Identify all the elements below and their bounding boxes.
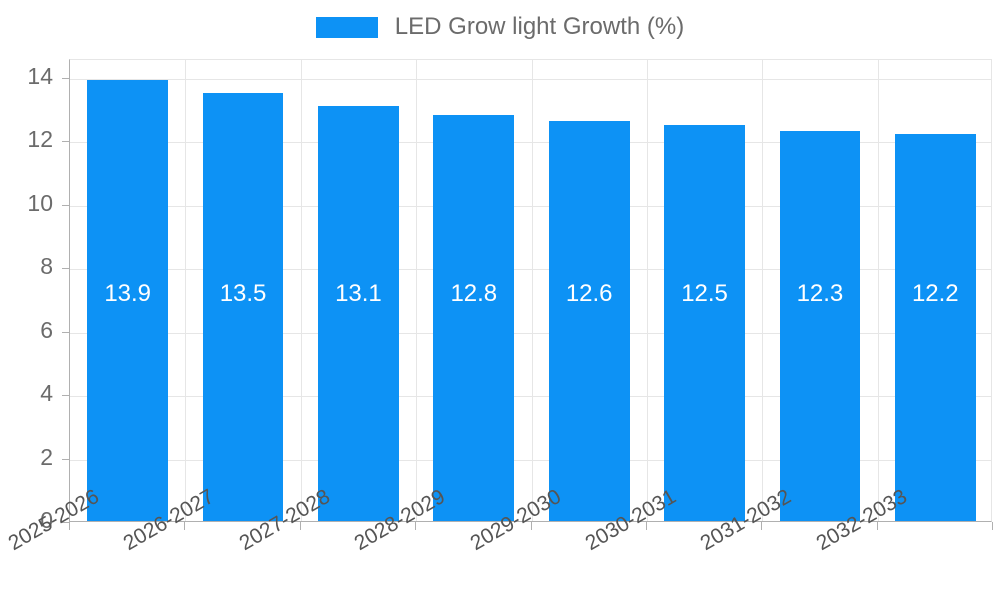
plot-area: 13.9 13.5 13.1 12.8 12.6 12.5 12.3 12.2: [69, 59, 992, 522]
gridlines: [70, 60, 991, 521]
y-axis-tick-label: 10: [27, 189, 53, 216]
gridline-horizontal: [70, 205, 991, 207]
bar[interactable]: 12.6: [548, 121, 630, 521]
x-axis-tick-mark: [761, 522, 762, 530]
y-axis-tick-mark: [62, 522, 69, 523]
gridline-vertical: [878, 60, 879, 521]
gridline-horizontal: [70, 142, 991, 144]
y-axis-tick-label: 4: [40, 380, 53, 407]
legend-label: LED Grow light Growth (%): [394, 13, 685, 40]
x-axis-tick-mark: [646, 522, 647, 530]
bar[interactable]: 12.2: [894, 134, 976, 521]
bar-value-label: 13.1: [335, 280, 382, 307]
y-axis-tick-mark: [62, 268, 69, 270]
gridline-vertical: [301, 60, 302, 521]
bar-value-label: 12.6: [565, 280, 613, 307]
bar[interactable]: 13.5: [202, 92, 284, 521]
bar-value-label: 13.5: [219, 280, 267, 307]
bar[interactable]: 12.5: [664, 124, 745, 521]
y-axis-tick-label: 14: [27, 63, 53, 90]
bars-layer: 13.9 13.5 13.1 12.8 12.6 12.5 12.3 12.2: [70, 60, 991, 521]
bar-value-label: 12.8: [450, 280, 498, 307]
gridline-horizontal: [70, 269, 991, 271]
x-axis-tick-mark: [300, 522, 301, 530]
x-axis-tick-mark: [184, 522, 185, 530]
bar-value-label: 12.3: [796, 280, 844, 307]
bar[interactable]: 12.8: [433, 115, 515, 521]
gridline-vertical: [416, 60, 417, 521]
y-axis-tick-label: 8: [40, 253, 53, 280]
x-axis-tick-mark: [531, 522, 532, 530]
x-axis-tick-mark: [992, 522, 993, 530]
y-axis-tick-label: 12: [27, 126, 53, 153]
gridline-horizontal: [70, 79, 991, 81]
bar[interactable]: 13.9: [87, 80, 169, 521]
y-axis-tick-label: 2: [40, 443, 53, 470]
y-axis-tick-mark: [62, 458, 69, 460]
bar[interactable]: 13.1: [318, 105, 399, 521]
y-axis-tick-label: 6: [40, 316, 53, 343]
gridline-horizontal: [70, 332, 991, 334]
x-axis-tick-mark: [415, 522, 416, 530]
chart-legend: LED Grow light Growth (%): [0, 11, 1000, 43]
gridline-vertical: [762, 60, 763, 521]
y-axis-tick-mark: [62, 395, 69, 397]
legend-color-swatch: [315, 16, 378, 38]
gridline-horizontal: [70, 396, 991, 398]
y-axis-tick-mark: [62, 78, 69, 80]
y-axis-tick-mark: [62, 141, 69, 143]
bar[interactable]: 12.3: [779, 130, 861, 521]
x-axis-tick-mark: [69, 522, 70, 530]
y-axis-tick-mark: [62, 331, 69, 333]
bar-value-label: 12.2: [911, 280, 959, 307]
gridline-horizontal: [70, 459, 991, 461]
bar-value-label: 12.5: [681, 280, 728, 307]
gridline-vertical: [532, 60, 533, 521]
legend-item-led-grow-light-growth[interactable]: LED Grow light Growth (%): [315, 13, 685, 40]
gridline-vertical: [647, 60, 648, 521]
bar-value-label: 13.9: [104, 280, 152, 307]
y-axis-tick-mark: [62, 204, 69, 206]
gridline-vertical: [185, 60, 186, 521]
x-axis-tick-mark: [877, 522, 878, 530]
y-axis-tick-label: 0: [40, 507, 53, 533]
